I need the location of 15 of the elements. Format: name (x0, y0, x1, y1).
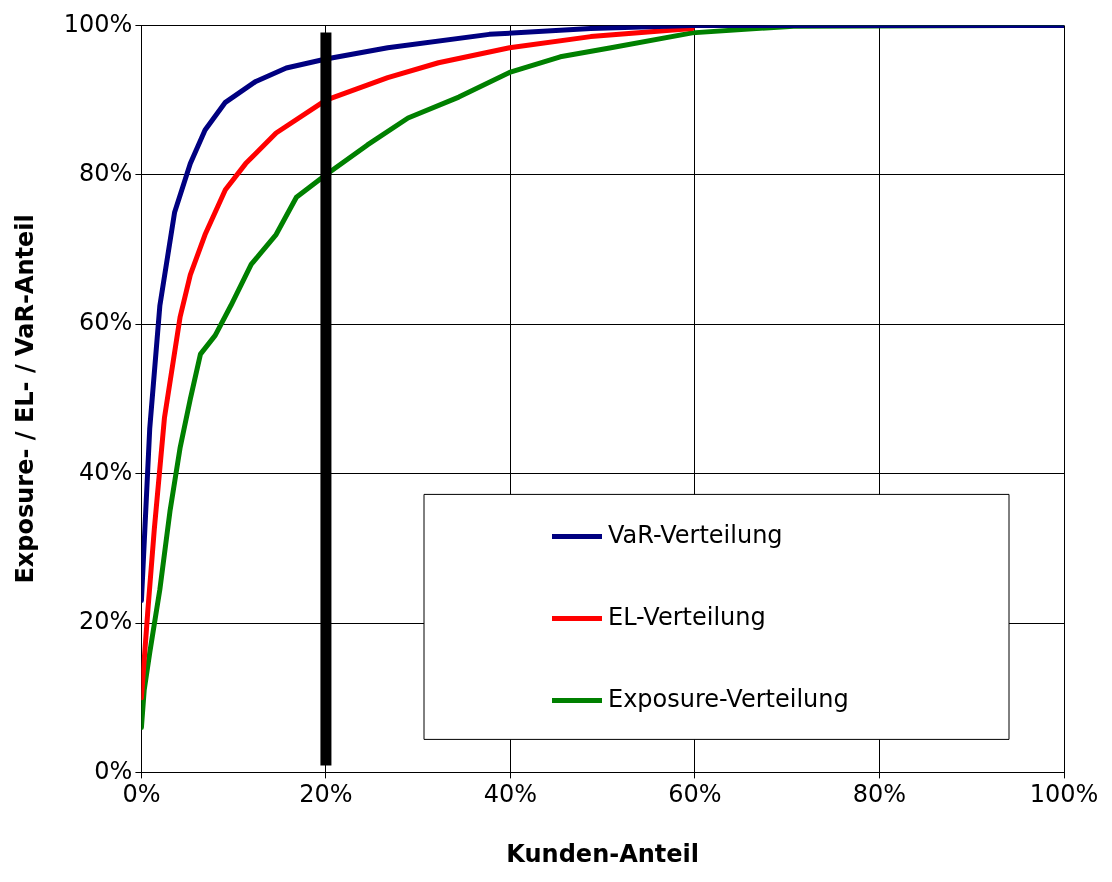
legend-label: Exposure-Verteilung (608, 684, 849, 713)
x-axis-title: Kunden-Anteil (506, 839, 700, 868)
legend-label: VaR-Verteilung (608, 520, 783, 549)
y-axis-title: Exposure- / EL- / VaR-Anteil (10, 214, 39, 584)
y-tick-label: 60% (79, 308, 133, 337)
x-tick-label: 60% (668, 780, 722, 809)
x-tick-label: 80% (852, 780, 907, 809)
y-tick-label: 40% (79, 457, 133, 486)
y-tick-label: 100% (63, 9, 133, 38)
x-tick-label: 100% (1029, 780, 1099, 809)
y-tick-label: 20% (79, 607, 133, 636)
y-tick-label: 80% (79, 159, 133, 188)
x-tick-label: 40% (483, 780, 538, 809)
legend-label: EL-Verteilung (608, 602, 766, 631)
x-tick-label: 20% (299, 780, 353, 809)
